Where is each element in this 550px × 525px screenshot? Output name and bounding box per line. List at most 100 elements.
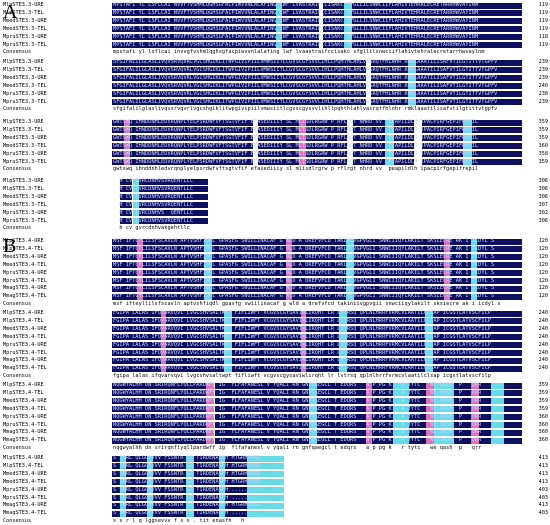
conserved-residue-shading [345, 262, 354, 269]
conserved-residue-shading [120, 487, 127, 494]
sequence-row: MmagSTE3.4-URE FGIPA LALAS IFQVARVQVI LVG… [0, 357, 550, 364]
conservation-track [112, 2, 522, 9]
identical-residue-shading [112, 342, 162, 349]
identical-residue-shading [292, 254, 346, 261]
identical-residue-shading [503, 382, 522, 389]
residue-sequence: MPSTAFI YL LSFLCAI NVVFTVSHMLQGHSGFACPIW… [113, 33, 479, 40]
similar-residue-shading [286, 246, 293, 253]
conservation-track [112, 495, 522, 502]
conserved-residue-shading [146, 471, 153, 478]
similar-residue-shading [470, 414, 479, 421]
identical-residue-shading [478, 406, 492, 413]
identical-residue-shading [317, 414, 367, 421]
sequence-row: MlpSTE3.3-URE GWTSWQ IHNDDNHLEDVRQNPLYELP… [0, 119, 550, 126]
residue-position: 359 [538, 405, 548, 412]
conservation-track [112, 318, 522, 325]
sequence-row: MpruSTE3.3-URE H CV GVRCDNHVS QENTLLC 302 [0, 210, 550, 217]
conserved-residue-shading [146, 495, 153, 501]
conserved-residue-shading [146, 487, 153, 494]
identical-residue-shading [112, 390, 207, 397]
identical-residue-shading [306, 326, 340, 333]
conservation-track [112, 75, 522, 82]
conserved-residue-shading [132, 210, 139, 217]
residue-sequence: GWTSWQ IHNDDNHLEDVRQNPLYELPSRDWFVFTSGTVF… [113, 126, 479, 133]
conserved-residue-shading [223, 365, 232, 372]
conservation-track [112, 254, 522, 261]
conservation-track [112, 398, 522, 405]
conserved-residue-shading [132, 194, 139, 201]
residue-position: 413 [538, 502, 548, 509]
residue-sequence: S SRRL QLGGEVVV FSSNTR LS TIRDENASFH HTG… [113, 462, 261, 469]
conserved-residue-shading [408, 67, 417, 74]
residue-position: 119 [538, 9, 548, 16]
residue-sequence: MSF IFTCYLILSFSCAVLN APTVSHFIQDL GPASFG … [113, 253, 495, 260]
identical-residue-shading [476, 254, 522, 261]
identical-residue-shading [306, 342, 340, 349]
identical-residue-shading [454, 398, 471, 405]
similar-residue-shading [444, 270, 451, 277]
identical-residue-shading [317, 437, 367, 444]
residue-sequence: GWTSWQ IHNDDNHLEDVRQNPLYELPSRDWFVFTSGTVF… [113, 142, 479, 149]
similar-residue-shading [206, 429, 215, 436]
sequence-row: MpruSTE3.4-TEL MSF IFTCYLILSFSCAVLN APTVS… [0, 278, 550, 285]
identical-residue-shading [478, 437, 492, 444]
sequence-name: MpruSTE3.3-URE [3, 90, 47, 97]
sequence-name: MmedSTE3.4-URE [3, 253, 47, 260]
identical-residue-shading [231, 318, 302, 325]
identical-residue-shading [112, 67, 367, 74]
conserved-residue-shading [308, 390, 317, 397]
conserved-residue-shading [247, 487, 285, 494]
sequence-row: MpruSTE3.3-URE SFGIFALILGLASLIVQVSRVQVRLV… [0, 91, 550, 98]
conserved-residue-shading [392, 398, 410, 405]
sequence-row: MlpSTE3.4-URE NQGWYALHH DN SRIRQNFLYQLLPA… [0, 382, 550, 389]
identical-residue-shading [503, 422, 522, 428]
identical-residue-shading [142, 238, 205, 245]
conserved-residue-shading [204, 262, 213, 269]
identical-residue-shading [126, 495, 147, 501]
residue-position: 120 [538, 245, 548, 252]
conserved-residue-shading [491, 398, 504, 405]
identical-residue-shading [112, 357, 162, 364]
residue-position: 119 [538, 2, 548, 8]
conserved-residue-shading [425, 334, 434, 341]
sequence-row: MmagSTE3.4-URE NQGWYALHH DN SRIRQNFLYQLLP… [0, 429, 550, 436]
conservation-track [112, 91, 522, 98]
identical-residue-shading [352, 119, 386, 126]
conserved-residue-shading [247, 463, 285, 470]
conserved-residue-shading [491, 414, 504, 421]
consensus-label: Consensus [3, 518, 32, 525]
sequence-row: MmedSTE3.3-TEL GWTSWQ IHNDDNHLEDVRQNPLYEL… [0, 143, 550, 150]
identical-residue-shading [351, 34, 522, 41]
identical-residue-shading [194, 471, 219, 478]
identical-residue-shading [120, 202, 133, 209]
conserved-residue-shading [385, 143, 394, 150]
sequence-row: MmagSTE3.4-TEL S SRRL QLGGEVVV FSSNTR LS … [0, 510, 550, 517]
conserved-residue-shading [146, 463, 153, 470]
identical-residue-shading [409, 422, 426, 428]
conserved-residue-shading [218, 495, 225, 501]
identical-residue-shading [478, 422, 492, 428]
residue-position: 120 [538, 238, 548, 244]
residue-sequence: MPSTAFI YL LSFLCAI NVVFTVSHMLQGHSGFACPIW… [113, 17, 479, 24]
residue-sequence: S SRRL QLGGEVVV FSSNTR LS TIRDENASFH ...… [113, 510, 261, 517]
residue-sequence: SFGIFALILGLASLIVQVSRVQVRLVGCSHGIKLITWPGI… [113, 66, 498, 73]
sequence-name: MpruSTE3.3-TEL [3, 98, 47, 105]
consensus-row: Consensus nqgwyalhh dn srirqnflyqllpardwf… [0, 445, 550, 452]
conservation-track [112, 487, 522, 494]
residue-sequence: MPSTAFI YL LSFLCAI NVVFTVSHMLQGHSGFACPIW… [113, 2, 479, 8]
identical-residue-shading [347, 365, 426, 372]
conserved-residue-shading [204, 270, 213, 277]
identical-residue-shading [471, 135, 522, 142]
panel-letter-b: B [3, 235, 17, 257]
conserved-residue-shading [276, 26, 283, 33]
conserved-residue-shading [308, 406, 317, 413]
conservation-track [112, 83, 522, 90]
identical-residue-shading [126, 510, 147, 517]
identical-residue-shading [353, 246, 445, 253]
conserved-residue-shading [470, 293, 477, 300]
residue-position: 240 [538, 325, 548, 332]
sequence-row: MmedSTE3.4-TEL NQGWYALHH DN SRIRQNFLYQLLP… [0, 406, 550, 413]
identical-residue-shading [214, 398, 309, 405]
identical-residue-shading [112, 119, 125, 126]
identical-residue-shading [112, 2, 276, 9]
